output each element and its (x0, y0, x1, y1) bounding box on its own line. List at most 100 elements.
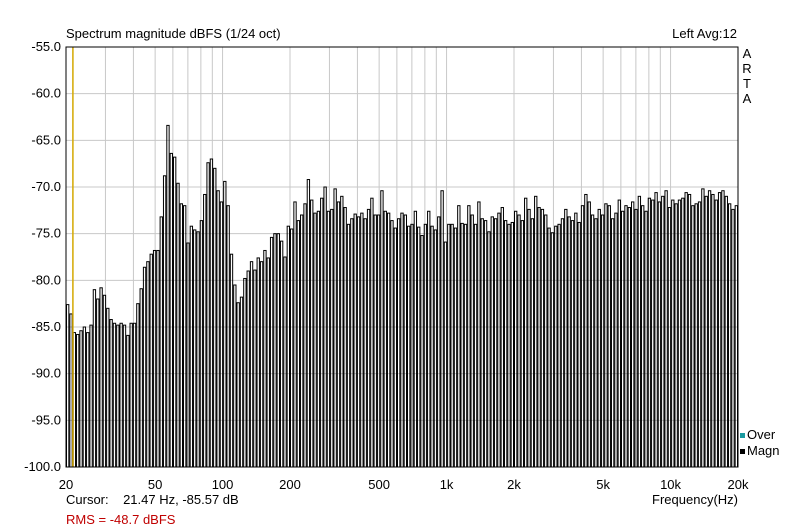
spectrum-bar (283, 256, 287, 468)
spectrum-bar (273, 233, 277, 468)
spectrum-bar (122, 324, 127, 468)
spectrum-bar (206, 162, 210, 468)
spectrum-bar (427, 210, 431, 468)
spectrum-bar (310, 199, 314, 468)
spectrum-bar (300, 214, 304, 468)
spectrum-bar (661, 195, 665, 468)
spectrum-bar (413, 210, 418, 468)
spectrum-bar (132, 322, 137, 468)
spectrum-bar (249, 261, 254, 468)
spectrum-bar (226, 205, 230, 468)
spectrum-bar (109, 319, 113, 468)
spectrum-bar (437, 216, 441, 468)
spectrum-bar (497, 212, 501, 468)
spectrum-bar (524, 197, 528, 468)
spectrum-bar (139, 288, 143, 468)
spectrum-bar (216, 190, 220, 468)
spectrum-bar (450, 223, 454, 468)
spectrum-bar (183, 205, 187, 468)
plot-frame (65, 46, 739, 468)
x-tick-label: 1k (440, 477, 454, 492)
spectrum-bar (403, 214, 408, 468)
spectrum-bar (203, 193, 207, 468)
legend-label-over: Over (747, 427, 776, 442)
spectrum-bar (89, 324, 93, 468)
legend-item-magn[interactable]: Magn (740, 443, 780, 459)
spectrum-bar (380, 190, 384, 468)
spectrum-bar (664, 190, 668, 468)
spectrum-bar (396, 218, 401, 468)
spectrum-bar (96, 298, 100, 468)
spectrum-bar (590, 214, 595, 468)
spectrum-bar (514, 210, 518, 468)
spectrum-bar (246, 270, 250, 468)
spectrum-bar (624, 205, 628, 468)
y-tick-label: -70.0 (31, 179, 61, 194)
y-tick-label: -75.0 (31, 226, 61, 241)
spectrum-bar (631, 201, 635, 468)
spectrum-bar (253, 269, 257, 468)
spectrum-bar (166, 124, 170, 468)
spectrum-bar (677, 199, 682, 468)
y-tick-label: -55.0 (31, 39, 61, 54)
spectrum-bar (286, 225, 291, 468)
spectrum-bar (393, 227, 397, 468)
spectrum-bar (79, 330, 83, 468)
spectrum-bar (146, 261, 150, 468)
spectrum-bar (400, 212, 404, 468)
spectrum-bar (433, 229, 438, 468)
spectrum-bar (600, 214, 605, 468)
magn-swatch-icon (740, 448, 745, 454)
spectrum-bar (102, 294, 107, 468)
spectrum-bar (159, 216, 163, 468)
spectrum-bar (560, 218, 565, 468)
spectrum-bar (647, 197, 652, 468)
spectrum-bar (667, 207, 672, 468)
spectrum-bar (570, 220, 575, 468)
x-tick-label: 100 (212, 477, 234, 492)
spectrum-bar (86, 332, 90, 468)
spectrum-bar (313, 212, 317, 468)
spectrum-bar (554, 225, 558, 468)
spectrum-bar (530, 218, 535, 468)
spectrum-bar (607, 205, 611, 468)
spectrum-bar (152, 249, 157, 468)
arta-letter: A (742, 46, 752, 61)
spectrum-bar (343, 207, 347, 468)
spectrum-bar (407, 225, 411, 468)
spectrum-bar (316, 210, 321, 468)
spectrum-bar (366, 208, 371, 468)
spectrum-bar (714, 199, 718, 468)
spectrum-bar (129, 322, 133, 468)
spectrum-bar (707, 190, 712, 468)
y-tick-label: -95.0 (31, 412, 61, 427)
x-axis-label: Frequency(Hz) (652, 492, 738, 507)
spectrum-bar (256, 257, 260, 468)
spectrum-bar (731, 208, 735, 468)
spectrum-bar (350, 218, 354, 468)
spectrum-bar (149, 253, 153, 468)
spectrum-bar (279, 240, 284, 468)
spectrum-bar (373, 214, 377, 468)
spectrum-bar (276, 233, 280, 468)
spectrum-bar (691, 205, 695, 468)
spectrum-bar (320, 197, 324, 468)
rms-readout: RMS = -48.7 dBFS (66, 512, 176, 527)
spectrum-bar (223, 180, 227, 468)
spectrum-bar (503, 220, 508, 468)
arta-letter: T (743, 76, 751, 91)
spectrum-bar (604, 203, 608, 468)
spectrum-bar (126, 334, 130, 468)
spectrum-bar (336, 201, 341, 468)
spectrum-bar (189, 225, 194, 468)
spectrum-bar (473, 223, 478, 468)
spectrum-bar (644, 210, 648, 468)
spectrum-bar (467, 205, 471, 468)
spectrum-bar (142, 266, 147, 468)
spectrum-bar (711, 193, 715, 468)
y-tick-label: -85.0 (31, 319, 61, 334)
x-tick-label: 500 (368, 477, 390, 492)
spectrum-bar (453, 227, 458, 468)
legend-item-over[interactable]: Over (740, 427, 780, 443)
